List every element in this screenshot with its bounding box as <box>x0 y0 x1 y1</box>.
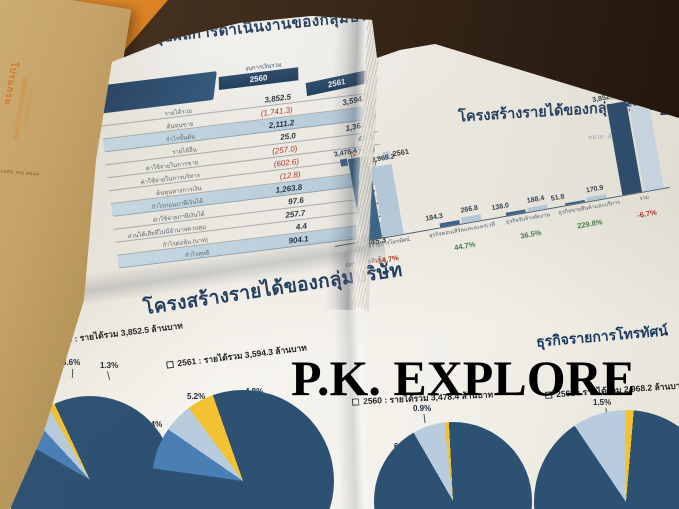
growth-row-label: อัตราการเติบโต <box>344 256 387 270</box>
pie-percent-label: 1.3% <box>100 361 119 370</box>
watermark-text: P.K. EXPLORE <box>291 350 636 406</box>
pie-legend-2561-group: 2561 : รายได้รวม 3,594.3 ล้านบาท <box>166 340 308 371</box>
bar-value-2561: 2,968.2 <box>371 153 396 165</box>
cover-spine-text: โปรแกรม <box>2 61 20 107</box>
growth-value: 229.8% <box>576 217 604 231</box>
bar-value-2561: 266.8 <box>460 204 479 215</box>
bar-value-2561: 3,594.3 <box>628 92 653 104</box>
label-leader-line <box>106 371 111 380</box>
care-the-bear-logo: CARE THE BEAR <box>0 168 40 177</box>
bar-2561 <box>460 213 482 224</box>
pie-percent-label: 0.9% <box>413 404 432 413</box>
pie-chart-tv-2561 <box>534 410 679 509</box>
bar-2561 <box>586 194 607 202</box>
title-bar-icon <box>660 90 674 116</box>
bar-value-2560: 138.0 <box>491 201 510 212</box>
pie-percent-label: 1.5% <box>593 398 612 407</box>
pie-chart-group-2561 <box>152 390 334 509</box>
bar-value-2561: 170.9 <box>585 184 604 195</box>
pie-legend-text: 2561 : รายได้รวม 3,594.3 ล้านบาท <box>176 342 308 369</box>
bar-group: 3,478.4 2,968.2 ธุรกิจรายการโทรทัศน์ -14.7% <box>324 134 426 266</box>
bar-value-2560: 3,478.4 <box>333 147 358 159</box>
bar-2560 <box>439 219 460 228</box>
bar-value-2560: 184.3 <box>424 212 444 223</box>
growth-value: 36.5% <box>519 227 543 241</box>
bar-value-2561: 188.4 <box>526 194 545 205</box>
label-leader-line <box>423 413 426 424</box>
bar-2561 <box>527 204 548 212</box>
bar-value-2560: 3,852.5 <box>591 93 617 104</box>
pie-percent-label: 3.6% <box>62 358 81 367</box>
pie-percent-label: 5.2% <box>187 392 206 401</box>
label-leader-line <box>71 368 74 379</box>
checkbox-icon <box>166 360 174 369</box>
pie-chart-tv-2560 <box>374 422 532 509</box>
growth-value: -6.7% <box>636 207 658 220</box>
bar-value-2560: 51.8 <box>550 193 566 203</box>
left-page-title: สรุปผลการดำเนินงานของกลุ่มบริษัท <box>143 5 390 48</box>
